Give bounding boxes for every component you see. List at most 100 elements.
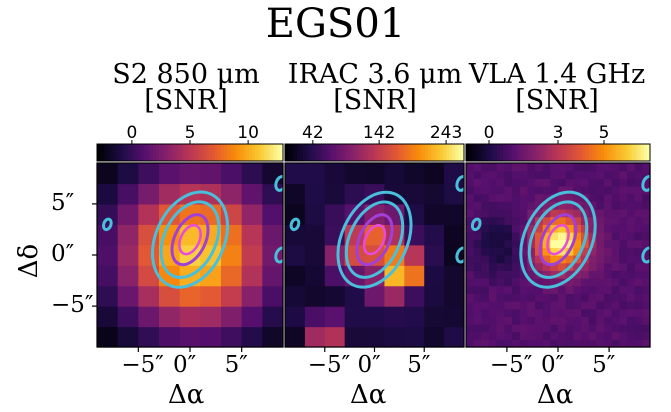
heatmap-cell (489, 232, 498, 241)
heatmap-cell (512, 331, 521, 340)
heatmap-cell (542, 308, 551, 317)
heatmap-cell (550, 239, 559, 248)
heatmap-cell (558, 316, 567, 325)
heatmap-cell (285, 285, 306, 307)
heatmap-cell (565, 308, 574, 317)
colorbar-swatch (600, 144, 605, 161)
heatmap-cell (489, 308, 498, 317)
heatmap-cell (558, 301, 567, 310)
heatmap-cell (364, 163, 386, 185)
heatmap-cell (619, 170, 628, 179)
heatmap-cell (604, 270, 613, 279)
x-tick-label: 0″ (541, 352, 565, 378)
heatmap-cell (466, 301, 475, 310)
heatmap-cell (304, 285, 326, 307)
colorbar-swatch (180, 144, 185, 161)
heatmap-cell (565, 224, 574, 233)
heatmap-cell (550, 339, 559, 348)
heatmap-cell (611, 201, 620, 210)
colorbar-tick-label: 10 (237, 123, 259, 143)
heatmap-cell (444, 163, 465, 185)
panel-3-heatmap (466, 163, 651, 348)
heatmap-cell (512, 163, 521, 172)
heatmap-cell (138, 183, 160, 205)
heatmap-cell (627, 178, 636, 187)
heatmap-cell (619, 216, 628, 225)
heatmap-cell (304, 306, 326, 328)
heatmap-cell (304, 183, 326, 205)
heatmap-cell (542, 331, 551, 340)
heatmap-cell (565, 316, 574, 325)
heatmap-cell (642, 216, 651, 225)
colorbar-swatch (152, 144, 157, 161)
colorbar-swatch (533, 144, 538, 161)
heatmap-cell (364, 285, 386, 307)
heatmap-cell (550, 270, 559, 279)
heatmap-cell (627, 285, 636, 294)
heatmap-cell (512, 216, 521, 225)
colorbar-swatch (505, 144, 510, 161)
heatmap-cell (466, 193, 475, 202)
heatmap-cell (619, 186, 628, 195)
heatmap-cell (634, 301, 643, 310)
heatmap-cell (611, 331, 620, 340)
heatmap-cell (611, 186, 620, 195)
heatmap-cell (519, 209, 528, 218)
heatmap-cell (611, 216, 620, 225)
heatmap-cell (444, 183, 465, 205)
heatmap-cell (565, 293, 574, 302)
heatmap-cell (550, 186, 559, 195)
contour-line (159, 200, 221, 279)
heatmap-cell (324, 285, 346, 307)
heatmap-cell (542, 324, 551, 333)
heatmap-cell (444, 285, 465, 307)
heatmap-cell (611, 163, 620, 172)
heatmap-cell (241, 306, 263, 328)
heatmap-cell (97, 163, 119, 185)
heatmap-cell (473, 209, 482, 218)
colorbar-swatch (404, 144, 408, 161)
colorbar-swatch (362, 144, 367, 161)
heatmap-cell (558, 324, 567, 333)
colorbar-swatch (233, 144, 237, 161)
heatmap-cell (519, 178, 528, 187)
colorbar-swatch (377, 144, 381, 161)
heatmap-cell (519, 339, 528, 348)
heatmap-cell (558, 262, 567, 271)
heatmap-cell (604, 262, 613, 271)
heatmap-cell (504, 193, 513, 202)
heatmap-cell (634, 255, 643, 264)
heatmap-cell (604, 178, 613, 187)
heatmap-cell (627, 186, 636, 195)
heatmap-cell (535, 331, 544, 340)
heatmap-cell (159, 203, 181, 225)
colorbar-swatch (137, 144, 141, 161)
heatmap-cell (634, 278, 643, 287)
heatmap-cell (581, 324, 590, 333)
colorbar-swatch (484, 144, 488, 161)
heatmap-cell (512, 285, 521, 294)
heatmap-cell (496, 232, 505, 241)
heatmap-cell (221, 306, 243, 328)
heatmap-cell (404, 265, 425, 287)
heatmap-cell (444, 224, 465, 246)
heatmap-cell (573, 163, 582, 172)
heatmap-cell (489, 209, 498, 218)
contour-line (470, 217, 482, 232)
heatmap-cell (596, 316, 605, 325)
heatmap-cell (627, 262, 636, 271)
heatmap-cell (535, 170, 544, 179)
colorbar-swatch (97, 144, 101, 161)
heatmap-cell (200, 163, 222, 185)
heatmap-cell (542, 262, 551, 271)
heatmap-cell (262, 285, 284, 307)
x-tick-label: −5″ (489, 352, 533, 378)
heatmap-cell (504, 232, 513, 241)
heatmap-cell (527, 170, 536, 179)
colorbar-swatch (380, 144, 384, 161)
heatmap-cell (558, 285, 567, 294)
heatmap-cell (604, 285, 613, 294)
heatmap-cell (535, 293, 544, 302)
heatmap-cell (596, 339, 605, 348)
